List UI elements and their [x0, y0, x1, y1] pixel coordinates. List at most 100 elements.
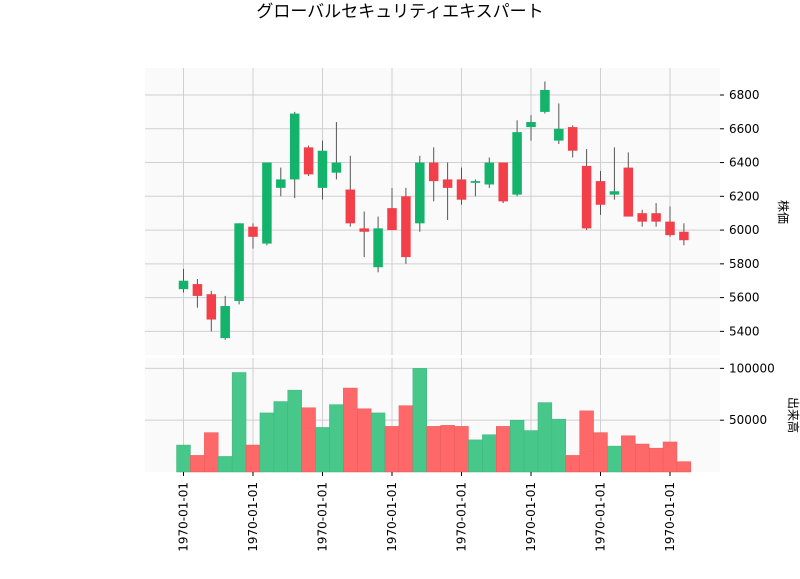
volume-bar: [468, 439, 483, 473]
candle-body: [206, 294, 217, 320]
candle-body: [262, 162, 272, 244]
volume-bar: [579, 410, 594, 473]
volume-bar: [398, 405, 414, 473]
volume-tick-label: 100000: [729, 361, 775, 375]
candle-body: [401, 196, 411, 258]
volume-bar: [231, 372, 247, 473]
x-tick-label: 1970-01-01: [246, 482, 260, 552]
candle-body: [484, 162, 495, 185]
candle-body: [359, 228, 369, 232]
candle-body: [609, 191, 620, 195]
candle-body: [387, 208, 397, 231]
x-tick-label: 1970-01-01: [177, 482, 191, 552]
volume-bar: [496, 426, 511, 473]
price-tick-label: 5600: [729, 291, 760, 305]
price-tick-label: 6600: [729, 122, 760, 136]
volume-bar: [621, 435, 636, 473]
candle-body: [428, 162, 439, 182]
candle-body: [373, 228, 383, 268]
candle-body: [248, 226, 258, 237]
volume-bar: [204, 432, 219, 473]
volume-bar: [551, 418, 566, 473]
x-tick-label: 1970-01-01: [385, 482, 399, 552]
volume-bar: [607, 445, 622, 473]
volume-bar: [218, 456, 233, 473]
candle-body: [415, 162, 425, 224]
volume-bar: [245, 444, 261, 473]
volume-bar: [273, 401, 289, 473]
x-tick-label: 1970-01-01: [455, 482, 469, 552]
candle-body: [540, 89, 550, 112]
price-panel-background: [145, 68, 720, 355]
candle-body: [595, 181, 606, 205]
volume-bar: [357, 408, 372, 473]
candle-body: [651, 213, 661, 222]
x-ticks: 1970-01-01 1970-01-01 1970-01-01 1970-01-01…: [177, 472, 677, 552]
volume-bar: [301, 407, 316, 473]
candle-body: [512, 132, 522, 195]
volume-bar: [343, 387, 358, 473]
volume-y-axis-label: 出来高: [786, 397, 800, 433]
candle-body: [220, 306, 230, 339]
candle-body: [178, 280, 189, 290]
volume-marks: [176, 368, 692, 473]
candle-body: [567, 127, 578, 151]
price-tick-label: 5400: [729, 324, 760, 338]
price-tick-label: 6200: [729, 189, 760, 203]
volume-bar: [190, 455, 205, 473]
price-tick-label: 6400: [729, 156, 760, 170]
x-tick-label: 1970-01-01: [663, 482, 677, 552]
volume-bar: [593, 432, 608, 473]
volume-bar: [482, 434, 497, 473]
price-y-axis-label: 株価: [776, 200, 791, 224]
candle-body: [470, 181, 481, 183]
candle-body: [679, 231, 689, 241]
volume-bar: [315, 427, 330, 473]
volume-y-ticks: 50000 100000: [720, 361, 775, 427]
candle-body: [637, 213, 647, 222]
chart-title: グローバルセキュリティエキスパート: [256, 2, 543, 22]
candle-body: [623, 167, 634, 217]
volume-bar: [426, 426, 441, 473]
volume-bar: [648, 447, 664, 473]
candle-body: [345, 189, 356, 224]
candle-body: [276, 179, 286, 188]
volume-tick-label: 50000: [729, 413, 767, 427]
x-tick-label: 1970-01-01: [594, 482, 608, 552]
volume-bar: [509, 419, 525, 473]
price-tick-label: 6000: [729, 223, 760, 237]
x-tick-label: 1970-01-01: [316, 482, 330, 552]
price-marks: [178, 81, 689, 340]
volume-bar: [635, 443, 650, 473]
candle-body: [331, 162, 342, 173]
volume-bar: [440, 425, 455, 473]
volume-bar: [412, 368, 428, 473]
price-tick-label: 5800: [729, 257, 760, 271]
x-tick-label: 1970-01-01: [524, 482, 538, 552]
volume-bar: [384, 426, 400, 473]
candle-body: [289, 113, 300, 180]
volume-bar: [259, 412, 275, 473]
volume-bar: [523, 430, 539, 473]
candle-body: [456, 179, 467, 200]
candle-body: [498, 162, 508, 202]
volume-bar: [176, 444, 191, 473]
volume-bar: [370, 412, 386, 473]
volume-bar: [454, 426, 469, 473]
price-tick-label: 6800: [729, 88, 760, 102]
price-y-ticks: 5400 5600 5800 6000 6200 6400 6600 6800: [720, 88, 760, 338]
candle-body: [234, 223, 244, 301]
volume-bar: [662, 441, 678, 473]
candle-body: [526, 122, 536, 128]
volume-bar: [329, 404, 344, 473]
volume-bar: [287, 389, 302, 473]
candle-body: [317, 150, 328, 188]
candle-body: [192, 284, 203, 296]
volume-bar: [537, 402, 553, 473]
candle-body: [442, 179, 453, 188]
volume-bar: [676, 461, 692, 473]
candle-body: [581, 165, 592, 229]
candle-body: [554, 128, 564, 141]
